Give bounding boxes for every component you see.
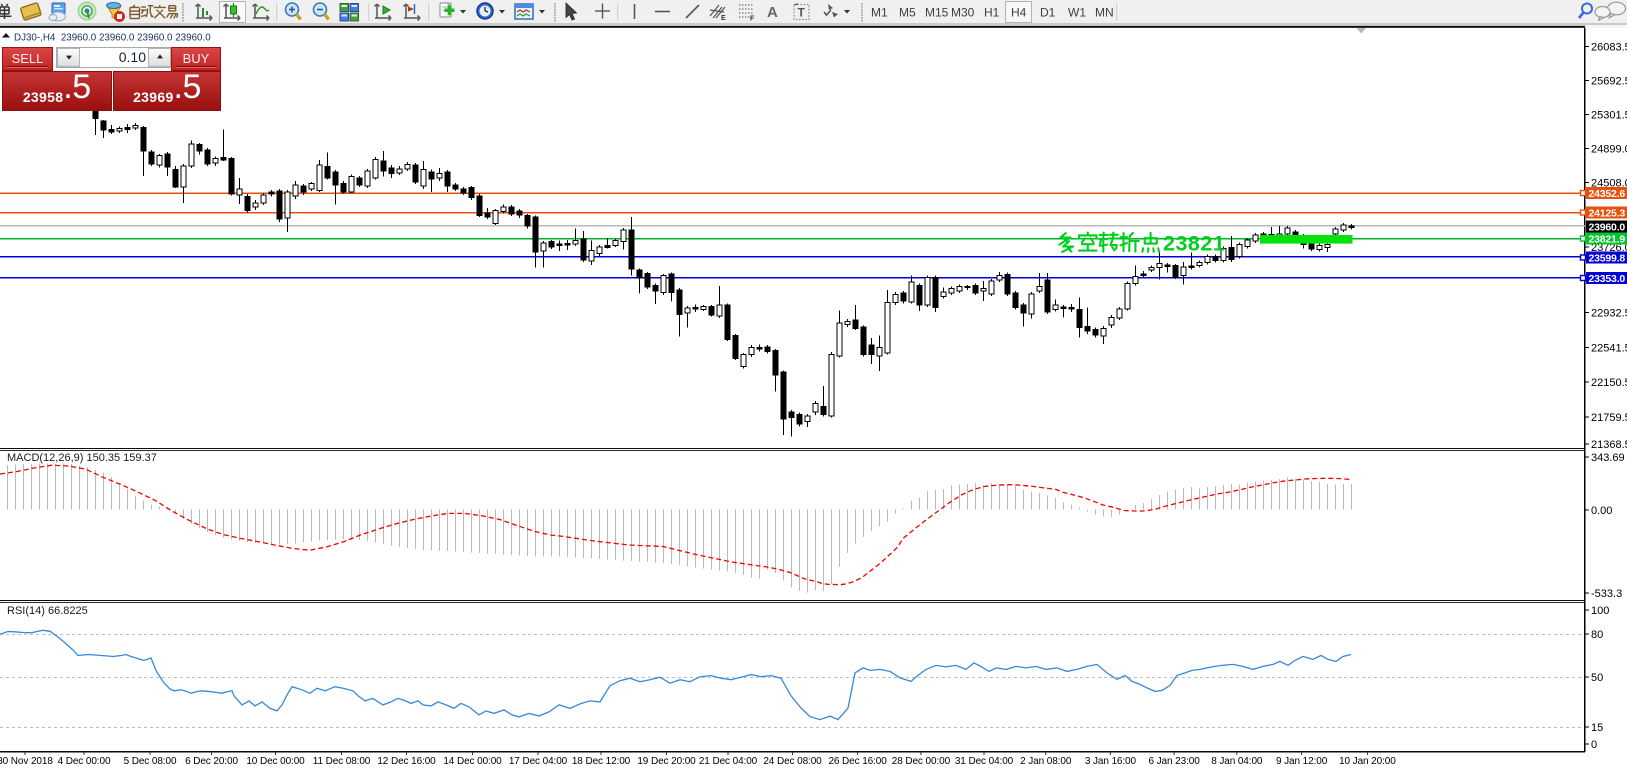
svg-text:W1: W1: [1068, 6, 1086, 20]
svg-text:343.69: 343.69: [1591, 452, 1625, 464]
svg-text:H4: H4: [1011, 6, 1027, 20]
svg-text:28 Dec 00:00: 28 Dec 00:00: [892, 756, 951, 767]
svg-text:T: T: [798, 6, 806, 20]
svg-text:80: 80: [1591, 629, 1603, 641]
svg-text:MN: MN: [1095, 6, 1114, 20]
svg-text:22932.5: 22932.5: [1591, 308, 1627, 320]
svg-text:8 Jan 04:00: 8 Jan 04:00: [1211, 756, 1263, 767]
svg-text:22541.5: 22541.5: [1591, 343, 1627, 355]
svg-text:19 Dec 20:00: 19 Dec 20:00: [637, 756, 696, 767]
svg-text:10 Jan 20:00: 10 Jan 20:00: [1339, 756, 1396, 767]
svg-text:23821.9: 23821.9: [1589, 234, 1626, 246]
svg-text:21368.5: 21368.5: [1591, 439, 1627, 451]
svg-text:18 Dec 12:00: 18 Dec 12:00: [572, 756, 631, 767]
svg-text:26083.5: 26083.5: [1591, 42, 1627, 54]
svg-text:DJ30-,H4 23960.0 23960.0 2396: DJ30-,H4 23960.0 23960.0 23960.0 23960.0: [14, 33, 211, 44]
svg-text:21759.5: 21759.5: [1591, 412, 1627, 424]
svg-text:3 Jan 16:00: 3 Jan 16:00: [1085, 756, 1137, 767]
svg-text:-533.3: -533.3: [1591, 588, 1622, 600]
svg-text:23726.0: 23726.0: [1591, 242, 1627, 254]
svg-text:E: E: [721, 15, 726, 22]
svg-text:RSI(14) 66.8225: RSI(14) 66.8225: [7, 605, 88, 617]
svg-text:24899.0: 24899.0: [1591, 144, 1627, 156]
svg-text:23599.8: 23599.8: [1589, 253, 1626, 265]
svg-text:10 Dec 00:00: 10 Dec 00:00: [246, 756, 305, 767]
svg-text:9 Jan 12:00: 9 Jan 12:00: [1276, 756, 1328, 767]
svg-text:6 Jan 23:00: 6 Jan 23:00: [1149, 756, 1201, 767]
svg-text:M15: M15: [925, 6, 949, 20]
svg-text:0: 0: [1591, 739, 1597, 751]
svg-text:24352.6: 24352.6: [1589, 188, 1626, 200]
svg-text:50: 50: [1591, 672, 1603, 684]
svg-text:25301.5: 25301.5: [1591, 110, 1627, 122]
svg-text:25692.5: 25692.5: [1591, 76, 1627, 88]
svg-text:23353.0: 23353.0: [1589, 273, 1626, 285]
svg-text:A: A: [767, 4, 778, 21]
svg-text:11 Dec 08:00: 11 Dec 08:00: [313, 756, 371, 767]
svg-text:M5: M5: [899, 6, 916, 20]
svg-text:15: 15: [1591, 722, 1603, 734]
svg-text:12 Dec 16:00: 12 Dec 16:00: [377, 756, 436, 767]
svg-text:D1: D1: [1040, 6, 1056, 20]
svg-text:100: 100: [1591, 605, 1609, 617]
svg-text:30 Nov 2018: 30 Nov 2018: [0, 756, 53, 767]
svg-text:14 Dec 00:00: 14 Dec 00:00: [443, 756, 502, 767]
svg-text:M30: M30: [951, 6, 975, 20]
svg-text:M1: M1: [871, 6, 888, 20]
svg-text:26 Dec 16:00: 26 Dec 16:00: [828, 756, 887, 767]
svg-text:23960.0: 23960.0: [1589, 222, 1626, 234]
svg-text:24125.3: 24125.3: [1589, 208, 1626, 220]
svg-text:F: F: [750, 16, 755, 23]
svg-text:21 Dec 04:00: 21 Dec 04:00: [699, 756, 758, 767]
svg-text:6 Dec 20:00: 6 Dec 20:00: [185, 756, 238, 767]
svg-text:23821: 23821: [1163, 232, 1225, 256]
svg-text:5 Dec 08:00: 5 Dec 08:00: [124, 756, 177, 767]
svg-text:17 Dec 04:00: 17 Dec 04:00: [509, 756, 568, 767]
svg-text:H1: H1: [984, 6, 1000, 20]
svg-text:0.00: 0.00: [1591, 505, 1612, 517]
svg-text:4 Dec 00:00: 4 Dec 00:00: [58, 756, 111, 767]
svg-text:31 Dec 04:00: 31 Dec 04:00: [955, 756, 1014, 767]
svg-text:2 Jan 08:00: 2 Jan 08:00: [1020, 756, 1072, 767]
svg-text:MACD(12,26,9) 150.35 159.37: MACD(12,26,9) 150.35 159.37: [7, 452, 157, 464]
svg-text:22150.5: 22150.5: [1591, 377, 1627, 389]
svg-text:24 Dec 08:00: 24 Dec 08:00: [763, 756, 822, 767]
svg-text:24508.0: 24508.0: [1591, 178, 1627, 190]
